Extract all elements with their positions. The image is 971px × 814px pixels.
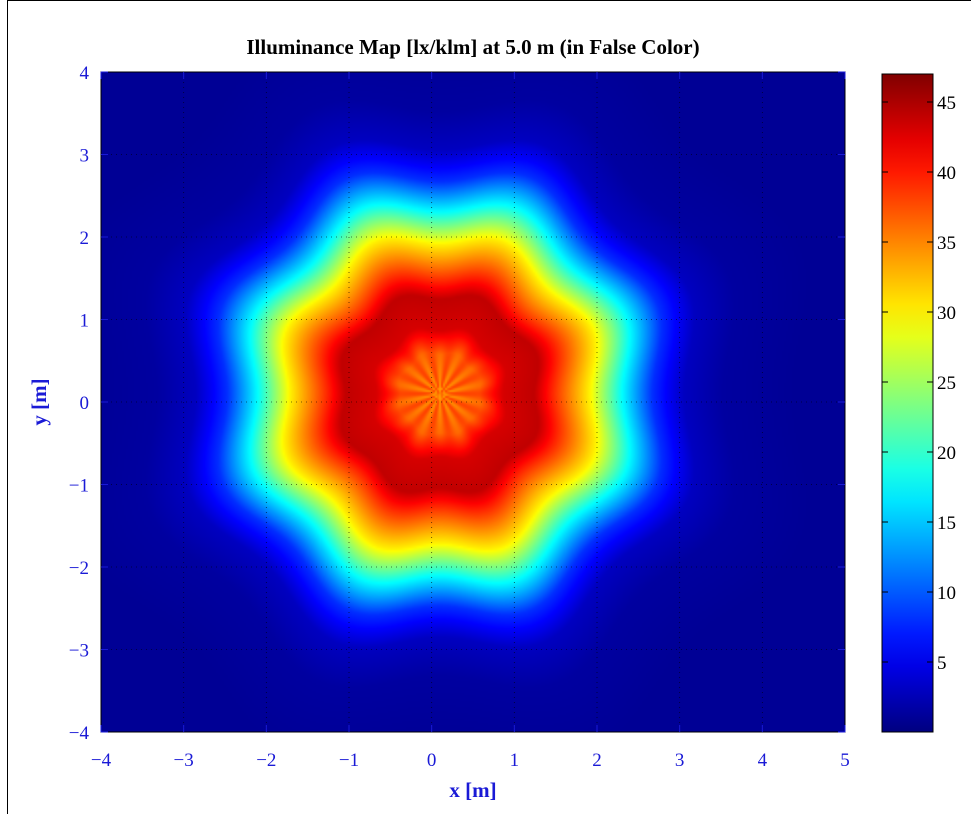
colorbar-ticks: 5 10 15 20 25 30 35 40 45 bbox=[882, 93, 956, 674]
x-axis-label: x [m] bbox=[449, 778, 496, 802]
y-tick-label: −3 bbox=[69, 641, 89, 662]
colorbar-tick-label: 45 bbox=[937, 93, 956, 114]
heatmap-area bbox=[101, 72, 845, 732]
colorbar-tick-label: 30 bbox=[937, 303, 956, 324]
grid-lines bbox=[101, 72, 845, 732]
colorbar-tick-label: 25 bbox=[937, 373, 956, 394]
colorbar-tick-label: 5 bbox=[937, 653, 947, 674]
colorbar-tick-label: 15 bbox=[937, 513, 956, 534]
colorbar-tick-label: 35 bbox=[937, 233, 956, 254]
x-tick-label: 3 bbox=[675, 750, 685, 771]
y-tick-label: −4 bbox=[69, 723, 90, 744]
colorbar-tick-label: 40 bbox=[937, 163, 956, 184]
x-tick-label: 5 bbox=[840, 750, 850, 771]
x-tick-label: 2 bbox=[592, 750, 602, 771]
y-tick-label: −2 bbox=[69, 558, 89, 579]
x-axis: −4 −3 −2 −1 0 1 2 3 4 5 bbox=[91, 72, 850, 771]
x-tick-label: −2 bbox=[256, 750, 276, 771]
y-tick-label: 2 bbox=[80, 228, 90, 249]
chart-title: Illuminance Map [lx/klm] at 5.0 m (in Fa… bbox=[246, 35, 699, 59]
y-axis: 4 3 2 1 0 −1 −2 −3 −4 bbox=[69, 63, 845, 744]
x-tick-label: 0 bbox=[427, 750, 437, 771]
y-tick-label: 1 bbox=[80, 311, 90, 332]
y-axis-label: y [m] bbox=[27, 378, 51, 425]
y-tick-label: 4 bbox=[80, 63, 90, 84]
x-tick-label: 1 bbox=[510, 750, 520, 771]
x-tick-label: 4 bbox=[758, 750, 768, 771]
y-tick-label: −1 bbox=[69, 476, 89, 497]
colorbar-tick-label: 10 bbox=[937, 583, 956, 604]
colorbar bbox=[881, 73, 934, 733]
colorbar-tick-label: 20 bbox=[937, 443, 956, 464]
x-tick-label: −1 bbox=[339, 750, 359, 771]
x-tick-label: −4 bbox=[91, 750, 112, 771]
heatmap-image bbox=[101, 72, 845, 732]
y-tick-label: 0 bbox=[80, 393, 90, 414]
x-tick-label: −3 bbox=[174, 750, 194, 771]
y-tick-label: 3 bbox=[80, 146, 90, 167]
